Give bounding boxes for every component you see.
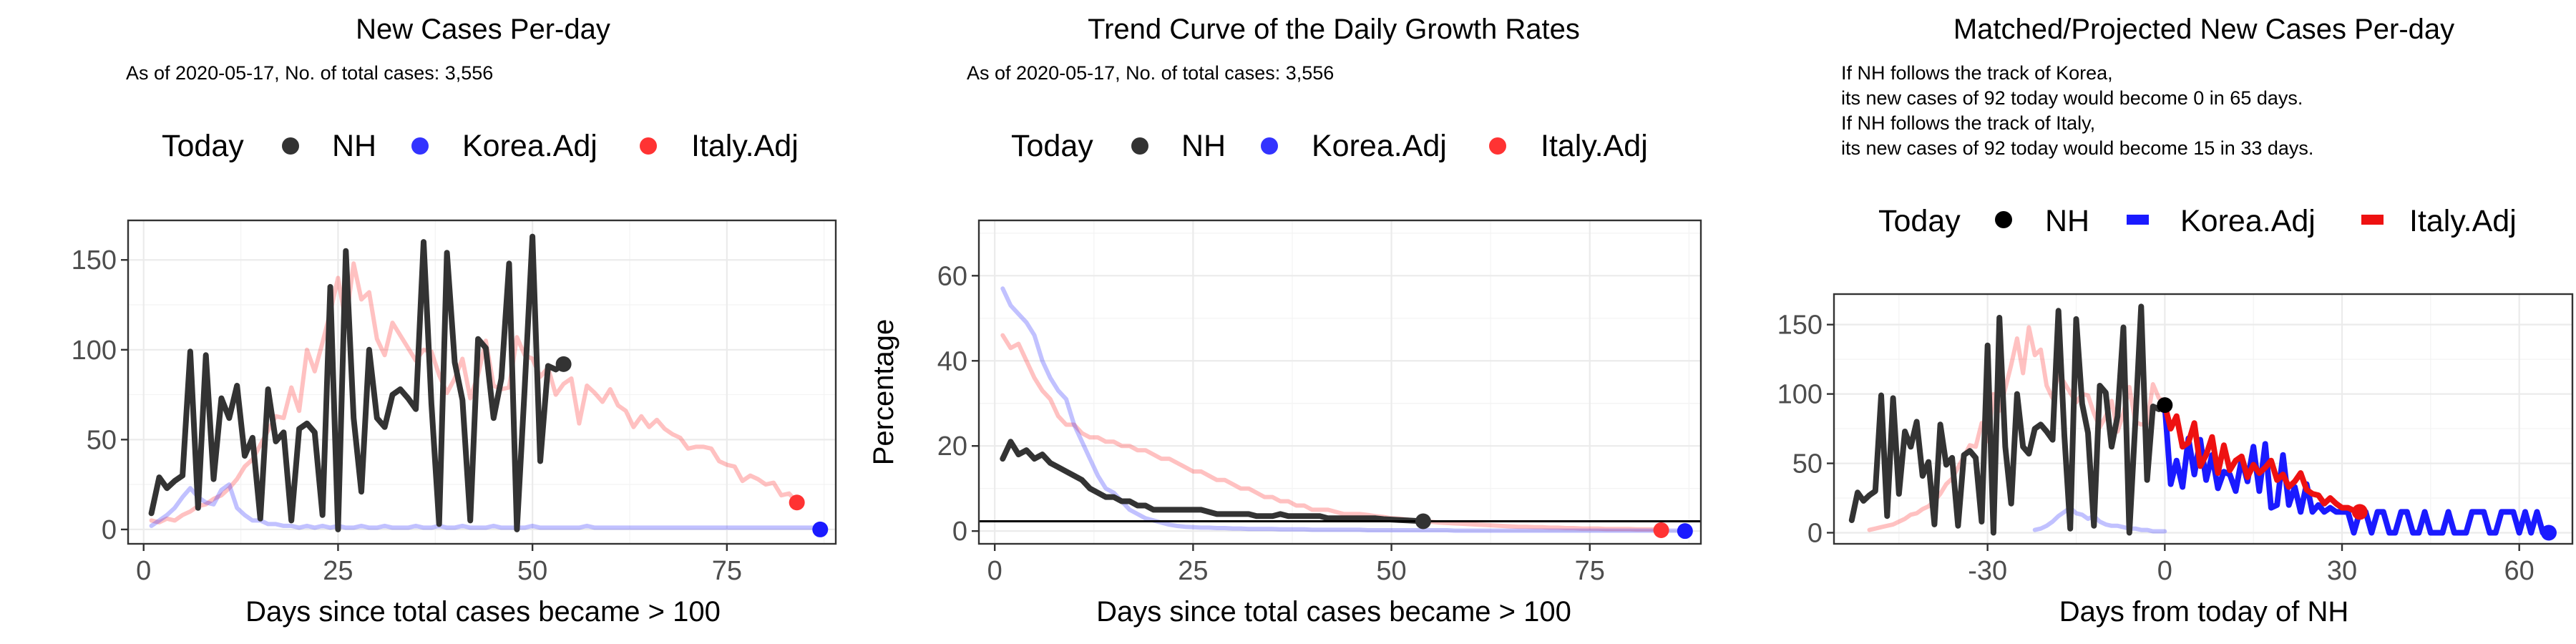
y-tick-label: 150 (1777, 311, 1823, 341)
panel1-legend-key-italy (640, 137, 657, 155)
panel2-x-axis-label: Days since total cases became > 100 (1096, 596, 1571, 628)
y-tick-label: 50 (1792, 449, 1823, 479)
today-point-italy-adj (1653, 522, 1669, 538)
today-point-italy-adj (789, 494, 805, 511)
panel3-plot: -30 0 30 60 0 50 100 150 (1777, 293, 2574, 586)
panel2-plot-background (979, 220, 1701, 544)
panel1-legend-label-nh: NH (332, 129, 376, 163)
panel2-legend: Today NH Korea.Adj Italy.Adj (1011, 129, 1648, 163)
panel1-legend-key-nh (282, 137, 299, 155)
today-point-nh (555, 356, 572, 372)
panel1-frame (127, 219, 837, 545)
y-tick-label: 0 (1807, 518, 1823, 548)
panel2-legend-label-korea: Korea.Adj (1312, 129, 1447, 163)
y-tick-label: 50 (87, 425, 117, 455)
panel3-subtitle-line4: its new cases of 92 today would become 1… (1841, 137, 2313, 159)
y-tick-label: 20 (937, 431, 967, 462)
panel-growth-rates: Trend Curve of the Daily Growth Rates As… (868, 14, 1702, 628)
panel2-legend-label-italy: Italy.Adj (1541, 129, 1648, 163)
panel2-legend-key-nh (1131, 137, 1148, 155)
panel-projected: Matched/Projected New Cases Per-day If N… (1777, 14, 2574, 628)
today-point-korea-adj (1677, 523, 1693, 540)
panel2-subtitle: As of 2020-05-17, No. of total cases: 3,… (967, 62, 1334, 84)
x-tick-label: 75 (1575, 556, 1605, 586)
x-tick-label: -30 (1968, 556, 2007, 586)
y-tick-label: 100 (1777, 380, 1823, 410)
x-tick-label: 50 (1376, 556, 1406, 586)
panel3-title: Matched/Projected New Cases Per-day (1953, 14, 2454, 45)
x-tick-label: 75 (712, 556, 742, 586)
panel3-legend-label-italy: Italy.Adj (2409, 204, 2517, 238)
series-line-italy-adj-faded (1000, 333, 1664, 532)
panel3-subtitle-line2: its new cases of 92 today would become 0… (1841, 87, 2303, 109)
panel2-legend-label-nh: NH (1181, 129, 1226, 163)
y-tick-label: 60 (937, 261, 967, 291)
series-line-nh-primary (1000, 439, 1426, 525)
panel3-subtitle-line1: If NH follows the track of Korea, (1841, 62, 2113, 84)
y-tick-label: 0 (952, 517, 967, 547)
panel2-legend-key-korea (1261, 137, 1278, 155)
series-line-korea-adj-projection (2162, 402, 2552, 536)
today-point-nh (1415, 513, 1431, 530)
panel3-legend-title: Today (1878, 204, 1961, 238)
panel3-legend: Today NH Korea.Adj Italy.Adj (1878, 204, 2517, 238)
today-point-korea-adj (812, 521, 829, 537)
panel1-plot: 0 25 50 75 0 50 100 150 (72, 219, 837, 586)
panel-new-cases: New Cases Per-day As of 2020-05-17, No. … (72, 14, 837, 628)
panel3-x-axis-label: Days from today of NH (2059, 596, 2349, 628)
series-line-nh-primary (148, 233, 567, 532)
series-line-nh-primary (1848, 303, 2168, 536)
panel1-legend-label-korea: Korea.Adj (462, 129, 597, 163)
x-tick-label: 60 (2504, 556, 2534, 586)
y-tick-label: 0 (102, 515, 117, 545)
panel3-frame (1833, 293, 2574, 545)
panel2-title: Trend Curve of the Daily Growth Rates (1088, 14, 1580, 45)
x-tick-label: 0 (2157, 556, 2172, 586)
panel1-title: New Cases Per-day (356, 14, 610, 45)
panel2-frame (977, 219, 1702, 545)
panel2-legend-key-italy (1489, 137, 1506, 155)
today-point-nh (2157, 397, 2173, 414)
panel3-subtitle-line3: If NH follows the track of Italy, (1841, 112, 2095, 134)
y-tick-label: 150 (72, 245, 117, 275)
x-tick-label: 50 (517, 556, 547, 586)
x-tick-label: 30 (2327, 556, 2357, 586)
panel3-legend-label-korea: Korea.Adj (2180, 204, 2316, 238)
panel3-legend-key-nh (1995, 211, 2012, 228)
series-line-korea-adj-faded (2032, 505, 2167, 534)
panel2-legend-title: Today (1011, 129, 1093, 163)
panel1-legend: Today NH Korea.Adj Italy.Adj (162, 129, 799, 163)
series-line-korea-adj-faded (149, 482, 823, 532)
today-point-korea-adj (2540, 525, 2557, 541)
panel1-x-axis-label: Days since total cases became > 100 (245, 596, 721, 628)
x-tick-label: 25 (1178, 556, 1208, 586)
series-line-italy-adj-projection (2162, 402, 2363, 515)
panel1-plot-background (128, 220, 836, 544)
x-tick-label: 0 (987, 556, 1002, 586)
panel2-plot: 0 25 50 75 0 20 40 60 (937, 219, 1702, 586)
x-tick-label: 25 (323, 556, 353, 586)
y-tick-label: 100 (72, 336, 117, 366)
x-tick-label: 0 (136, 556, 151, 586)
panel1-legend-title: Today (162, 129, 244, 163)
panel3-legend-label-nh: NH (2045, 204, 2089, 238)
panel1-legend-key-korea (411, 137, 429, 155)
y-tick-label: 40 (937, 346, 967, 376)
panel2-y-axis-label: Percentage (868, 319, 899, 466)
today-point-italy-adj (2351, 504, 2368, 520)
panel1-subtitle: As of 2020-05-17, No. of total cases: 3,… (126, 62, 493, 84)
panel1-legend-label-italy: Italy.Adj (691, 129, 799, 163)
panel3-plot-background (1834, 294, 2572, 544)
